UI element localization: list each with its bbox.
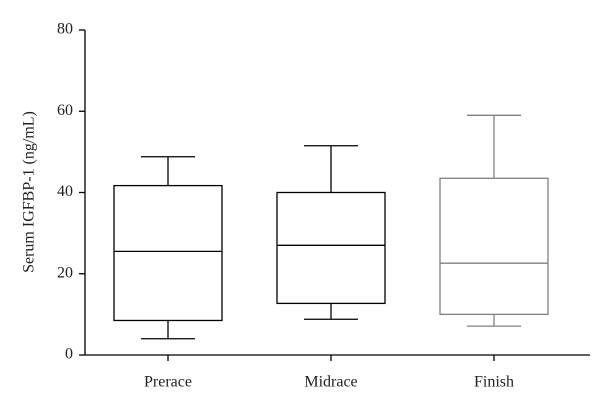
y-tick-label: 40 [57, 183, 73, 200]
y-tick-label: 80 [57, 21, 73, 38]
x-tick-label: Prerace [144, 374, 192, 391]
box [276, 191, 386, 305]
box [439, 177, 549, 316]
y-tick-label: 60 [57, 102, 73, 119]
y-tick-label: 20 [57, 264, 73, 281]
x-tick-label: Finish [474, 374, 514, 391]
y-axis-label: Serum IGFBP-1 (ng/mL) [21, 111, 38, 273]
y-tick-label: 0 [65, 346, 73, 363]
box [113, 184, 223, 322]
x-tick-label: Midrace [304, 374, 357, 391]
